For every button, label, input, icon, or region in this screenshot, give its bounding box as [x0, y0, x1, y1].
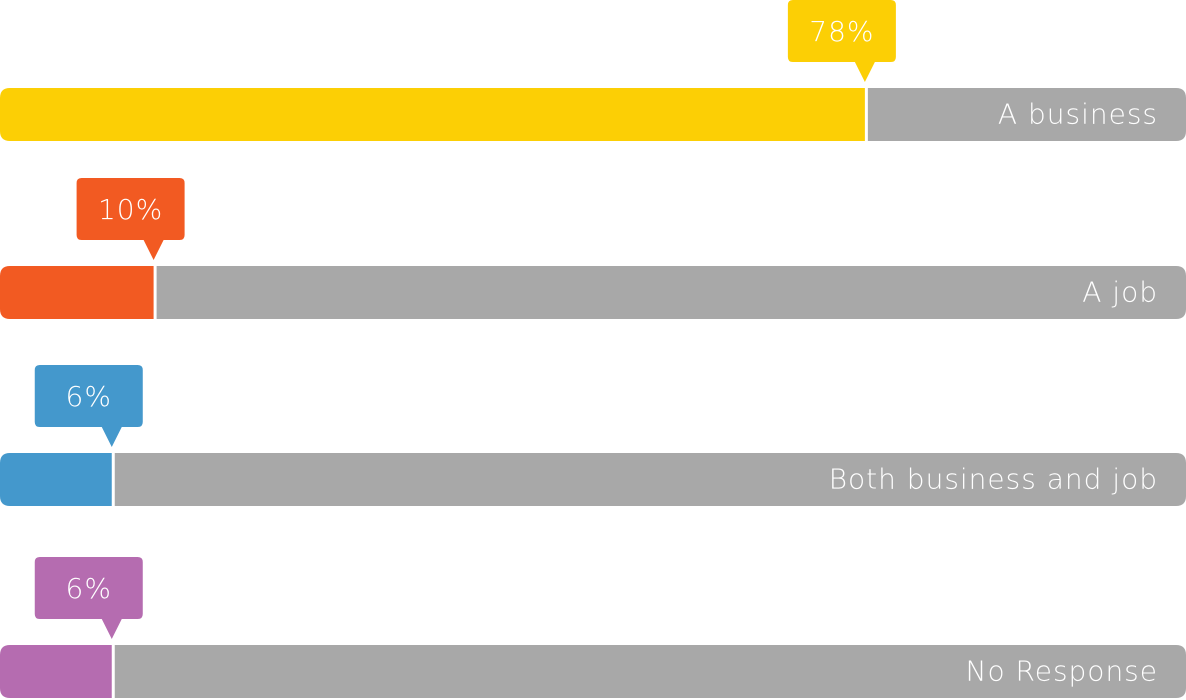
bar-track — [867, 88, 1186, 141]
category-label: No Response — [966, 655, 1158, 688]
bar — [0, 266, 154, 319]
callout — [34, 557, 143, 639]
callout — [34, 365, 143, 447]
bar — [0, 645, 112, 698]
bar — [0, 88, 865, 141]
callout — [76, 178, 185, 260]
bar — [0, 453, 112, 506]
category-label: Both business and job — [829, 463, 1158, 496]
callout — [787, 0, 896, 82]
value-label: 6% — [66, 380, 112, 413]
bar-track — [114, 645, 1186, 698]
bar-track — [114, 453, 1186, 506]
category-label: A job — [1082, 276, 1158, 309]
value-label: 78% — [809, 15, 874, 48]
value-label: 6% — [66, 572, 112, 605]
category-label: A business — [998, 98, 1158, 131]
bar-track — [156, 266, 1186, 319]
value-label: 10% — [98, 193, 163, 226]
